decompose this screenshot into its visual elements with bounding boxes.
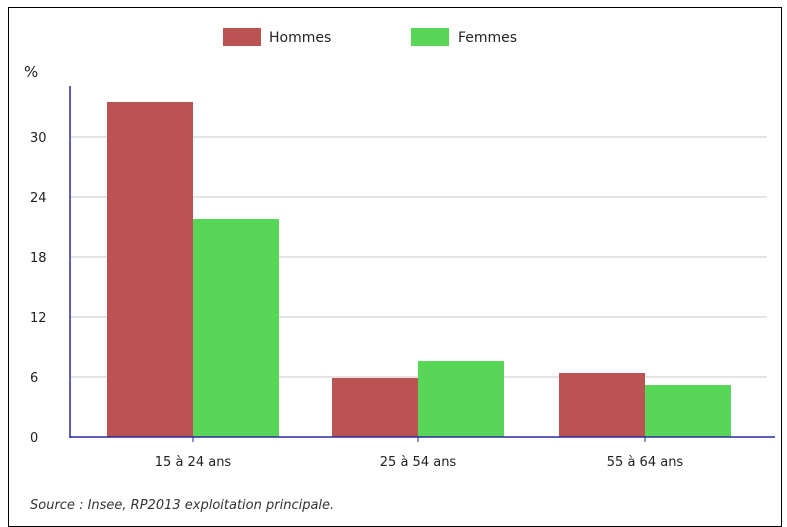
x-tick-label: 25 à 54 ans [380,455,457,470]
x-tick-labels: 15 à 24 ans 25 à 54 ans 55 à 64 ans [155,455,684,470]
bar-hommes [107,102,193,437]
bar-hommes [559,373,645,437]
bar-femmes [645,385,731,437]
legend-label-femmes: Femmes [458,30,517,46]
y-axis-unit: % [24,63,38,81]
axes [69,86,775,442]
bar-femmes [193,219,279,437]
y-tick-label: 30 [30,131,47,146]
y-tick-label: 24 [30,191,47,206]
y-tick-label: 6 [30,371,38,386]
source-note: Source : Insee, RP2013 exploitation prin… [30,498,335,513]
y-tick-label: 0 [30,431,38,446]
y-tick-labels: 0 6 12 18 24 30 [30,131,47,446]
legend-label-hommes: Hommes [269,30,331,46]
y-tick-label: 12 [30,311,47,326]
x-tick-label: 55 à 64 ans [607,455,684,470]
legend-swatch-hommes [223,28,261,46]
bar-femmes [418,361,504,437]
legend-swatch-femmes [411,28,449,46]
bar-hommes [332,378,418,437]
x-tick-label: 15 à 24 ans [155,455,232,470]
y-tick-label: 18 [30,251,47,266]
legend: Hommes Femmes [223,28,517,46]
bars [107,102,731,437]
